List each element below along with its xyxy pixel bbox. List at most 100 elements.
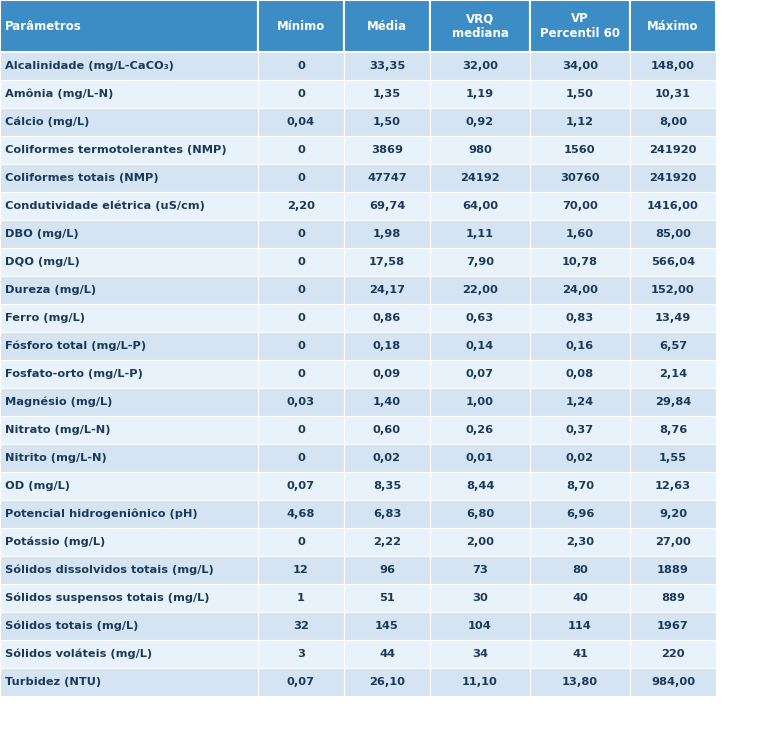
Text: 1,19: 1,19 bbox=[466, 89, 494, 99]
Text: 0,02: 0,02 bbox=[373, 453, 401, 463]
Text: 2,14: 2,14 bbox=[659, 369, 687, 379]
Text: 0,86: 0,86 bbox=[373, 313, 401, 323]
Bar bbox=[630, 192, 716, 220]
Bar bbox=[344, 0, 430, 52]
Bar bbox=[344, 108, 430, 136]
Bar bbox=[630, 556, 716, 584]
Bar bbox=[430, 332, 530, 360]
Bar bbox=[344, 584, 430, 612]
Text: 69,74: 69,74 bbox=[369, 201, 405, 211]
Text: Sólidos suspensos totais (mg/L): Sólidos suspensos totais (mg/L) bbox=[5, 593, 210, 603]
Text: 0,07: 0,07 bbox=[287, 481, 315, 491]
Bar bbox=[258, 416, 344, 444]
Bar bbox=[258, 444, 344, 472]
Bar bbox=[0, 640, 258, 668]
Bar bbox=[0, 500, 258, 528]
Bar bbox=[258, 220, 344, 248]
Text: VRQ
mediana: VRQ mediana bbox=[452, 12, 509, 40]
Text: 4,68: 4,68 bbox=[287, 509, 315, 519]
Text: 9,20: 9,20 bbox=[659, 509, 687, 519]
Text: 0,07: 0,07 bbox=[287, 677, 315, 687]
Bar bbox=[258, 556, 344, 584]
Bar bbox=[0, 220, 258, 248]
Text: 1889: 1889 bbox=[657, 565, 689, 575]
Bar bbox=[530, 584, 630, 612]
Text: 0: 0 bbox=[297, 341, 305, 351]
Text: Sólidos totais (mg/L): Sólidos totais (mg/L) bbox=[5, 620, 139, 631]
Text: Fósforo total (mg/L-P): Fósforo total (mg/L-P) bbox=[5, 341, 146, 351]
Text: 0,01: 0,01 bbox=[466, 453, 494, 463]
Bar bbox=[0, 164, 258, 192]
Text: 0: 0 bbox=[297, 257, 305, 267]
Bar bbox=[258, 332, 344, 360]
Text: 241920: 241920 bbox=[649, 173, 696, 183]
Text: 24,00: 24,00 bbox=[562, 285, 598, 295]
Text: 17,58: 17,58 bbox=[369, 257, 405, 267]
Bar bbox=[258, 500, 344, 528]
Text: 3: 3 bbox=[297, 649, 305, 659]
Text: 6,96: 6,96 bbox=[566, 509, 594, 519]
Bar bbox=[344, 640, 430, 668]
Bar bbox=[430, 276, 530, 304]
Bar bbox=[344, 444, 430, 472]
Text: 1,50: 1,50 bbox=[373, 117, 401, 127]
Text: 1560: 1560 bbox=[564, 145, 596, 155]
Bar bbox=[530, 416, 630, 444]
Text: 0,03: 0,03 bbox=[287, 397, 315, 407]
Bar bbox=[0, 304, 258, 332]
Text: Potencial hidrogeniônico (pH): Potencial hidrogeniônico (pH) bbox=[5, 509, 198, 519]
Bar bbox=[430, 444, 530, 472]
Bar bbox=[344, 528, 430, 556]
Text: 1,24: 1,24 bbox=[566, 397, 594, 407]
Text: VP
Percentil 60: VP Percentil 60 bbox=[540, 12, 620, 40]
Bar bbox=[430, 220, 530, 248]
Bar bbox=[530, 668, 630, 696]
Text: 8,35: 8,35 bbox=[373, 481, 401, 491]
Text: Média: Média bbox=[367, 20, 407, 33]
Bar bbox=[344, 304, 430, 332]
Bar bbox=[630, 164, 716, 192]
Bar bbox=[430, 192, 530, 220]
Text: 6,83: 6,83 bbox=[373, 509, 401, 519]
Text: 0,92: 0,92 bbox=[466, 117, 494, 127]
Bar bbox=[258, 472, 344, 500]
Text: 30760: 30760 bbox=[560, 173, 600, 183]
Bar bbox=[258, 360, 344, 388]
Bar bbox=[0, 136, 258, 164]
Bar bbox=[630, 332, 716, 360]
Bar bbox=[430, 640, 530, 668]
Bar bbox=[630, 52, 716, 80]
Text: DQO (mg/L): DQO (mg/L) bbox=[5, 257, 79, 267]
Bar bbox=[0, 528, 258, 556]
Text: Potássio (mg/L): Potássio (mg/L) bbox=[5, 537, 105, 548]
Bar bbox=[430, 136, 530, 164]
Bar bbox=[0, 444, 258, 472]
Bar bbox=[258, 640, 344, 668]
Text: 1,55: 1,55 bbox=[659, 453, 687, 463]
Bar bbox=[430, 584, 530, 612]
Text: 24,17: 24,17 bbox=[369, 285, 405, 295]
Bar bbox=[630, 444, 716, 472]
Bar bbox=[530, 444, 630, 472]
Bar bbox=[0, 668, 258, 696]
Text: Fosfato-orto (mg/L-P): Fosfato-orto (mg/L-P) bbox=[5, 369, 143, 379]
Text: 0,07: 0,07 bbox=[466, 369, 494, 379]
Text: 0: 0 bbox=[297, 61, 305, 71]
Bar bbox=[430, 612, 530, 640]
Text: 0: 0 bbox=[297, 425, 305, 435]
Text: 0,09: 0,09 bbox=[373, 369, 401, 379]
Bar bbox=[344, 332, 430, 360]
Text: 241920: 241920 bbox=[649, 145, 696, 155]
Text: 1,40: 1,40 bbox=[373, 397, 401, 407]
Text: DBO (mg/L): DBO (mg/L) bbox=[5, 229, 79, 239]
Bar bbox=[630, 584, 716, 612]
Text: Cálcio (mg/L): Cálcio (mg/L) bbox=[5, 117, 90, 127]
Bar bbox=[344, 164, 430, 192]
Bar bbox=[530, 472, 630, 500]
Bar bbox=[530, 52, 630, 80]
Bar bbox=[630, 472, 716, 500]
Text: Sólidos dissolvidos totais (mg/L): Sólidos dissolvidos totais (mg/L) bbox=[5, 565, 213, 575]
Bar bbox=[530, 164, 630, 192]
Text: 85,00: 85,00 bbox=[655, 229, 691, 239]
Text: Magnésio (mg/L): Magnésio (mg/L) bbox=[5, 396, 112, 407]
